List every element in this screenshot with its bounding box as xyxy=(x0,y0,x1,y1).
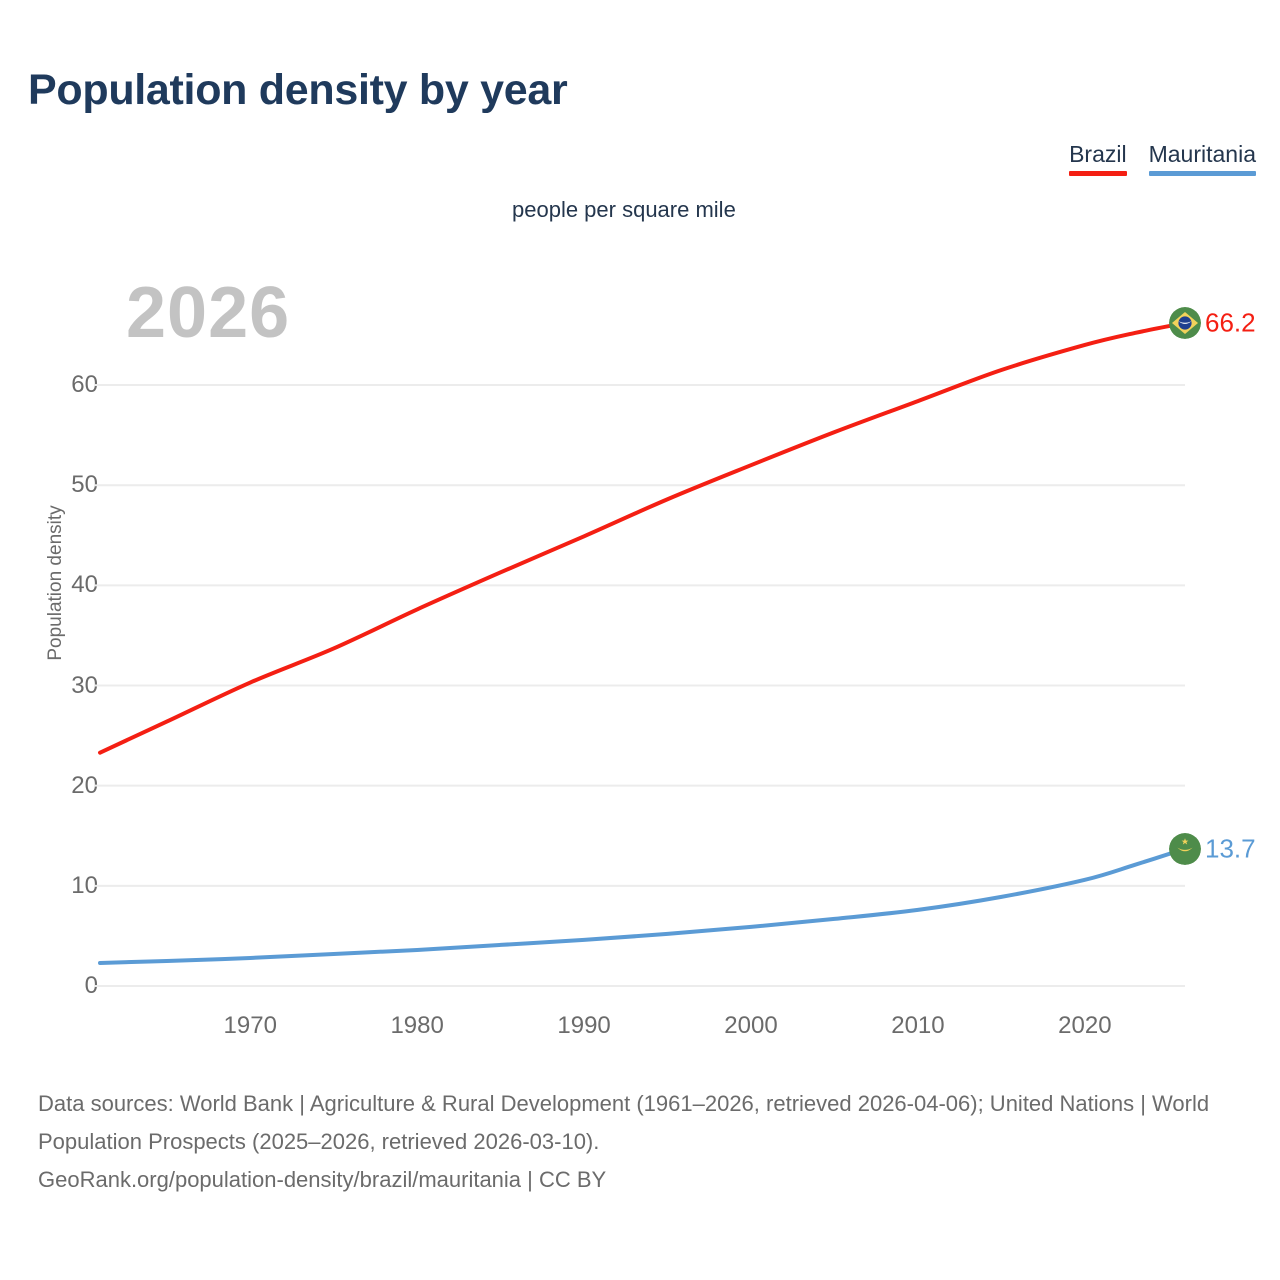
legend-item-brazil[interactable]: Brazil xyxy=(1069,141,1127,177)
legend-swatch-brazil xyxy=(1069,171,1127,177)
y-tick-label: 60 xyxy=(71,371,98,399)
series-lines xyxy=(98,320,1187,965)
endpoint-value-mauritania: 13.7 xyxy=(1205,833,1256,864)
legend-label-mauritania: Mauritania xyxy=(1148,141,1256,167)
x-tick-label: 2010 xyxy=(891,1012,945,1039)
legend-label-brazil: Brazil xyxy=(1069,141,1127,167)
y-tick-label: 10 xyxy=(71,871,98,899)
y-tick-label: 0 xyxy=(84,972,98,999)
brazil-flag-icon xyxy=(1169,306,1201,339)
chart-legend: Brazil Mauritania xyxy=(1069,141,1256,177)
x-tick-label: 1980 xyxy=(390,1012,444,1039)
series-line-mauritania xyxy=(98,846,1187,965)
series-line-brazil xyxy=(98,320,1187,755)
y-tick-label: 20 xyxy=(71,771,98,799)
x-tick-label: 2000 xyxy=(724,1012,778,1039)
y-tick-label: 30 xyxy=(71,671,98,699)
plot-svg xyxy=(94,320,1187,987)
x-tick-label: 2020 xyxy=(1058,1012,1112,1039)
chart-subtitle: people per square mile xyxy=(512,197,736,222)
mauritania-flag-icon xyxy=(1169,832,1201,865)
chart-canvas: 2026 Population density 0 10 20 30 40 50 60 19… xyxy=(20,0,1256,1060)
x-tick-label: 1970 xyxy=(223,1012,277,1039)
legend-item-mauritania[interactable]: Mauritania xyxy=(1148,141,1256,177)
footer-sources: Data sources: World Bank | Agriculture &… xyxy=(38,1085,1253,1198)
page-title: Population density by year xyxy=(28,66,568,114)
y-axis-tick-labels: 0 10 20 30 40 50 60 xyxy=(20,0,98,1060)
gridlines xyxy=(94,384,1185,987)
footer-line-2: GeoRank.org/population-density/brazil/ma… xyxy=(38,1166,607,1192)
footer-line-1: Data sources: World Bank | Agriculture &… xyxy=(38,1091,1210,1154)
y-tick-label: 50 xyxy=(71,471,98,499)
y-tick-label: 40 xyxy=(71,571,98,599)
legend-swatch-mauritania xyxy=(1148,171,1256,177)
year-watermark: 2026 xyxy=(126,273,291,353)
endpoint-value-brazil: 66.2 xyxy=(1205,307,1256,338)
x-tick-label: 1990 xyxy=(557,1012,611,1039)
